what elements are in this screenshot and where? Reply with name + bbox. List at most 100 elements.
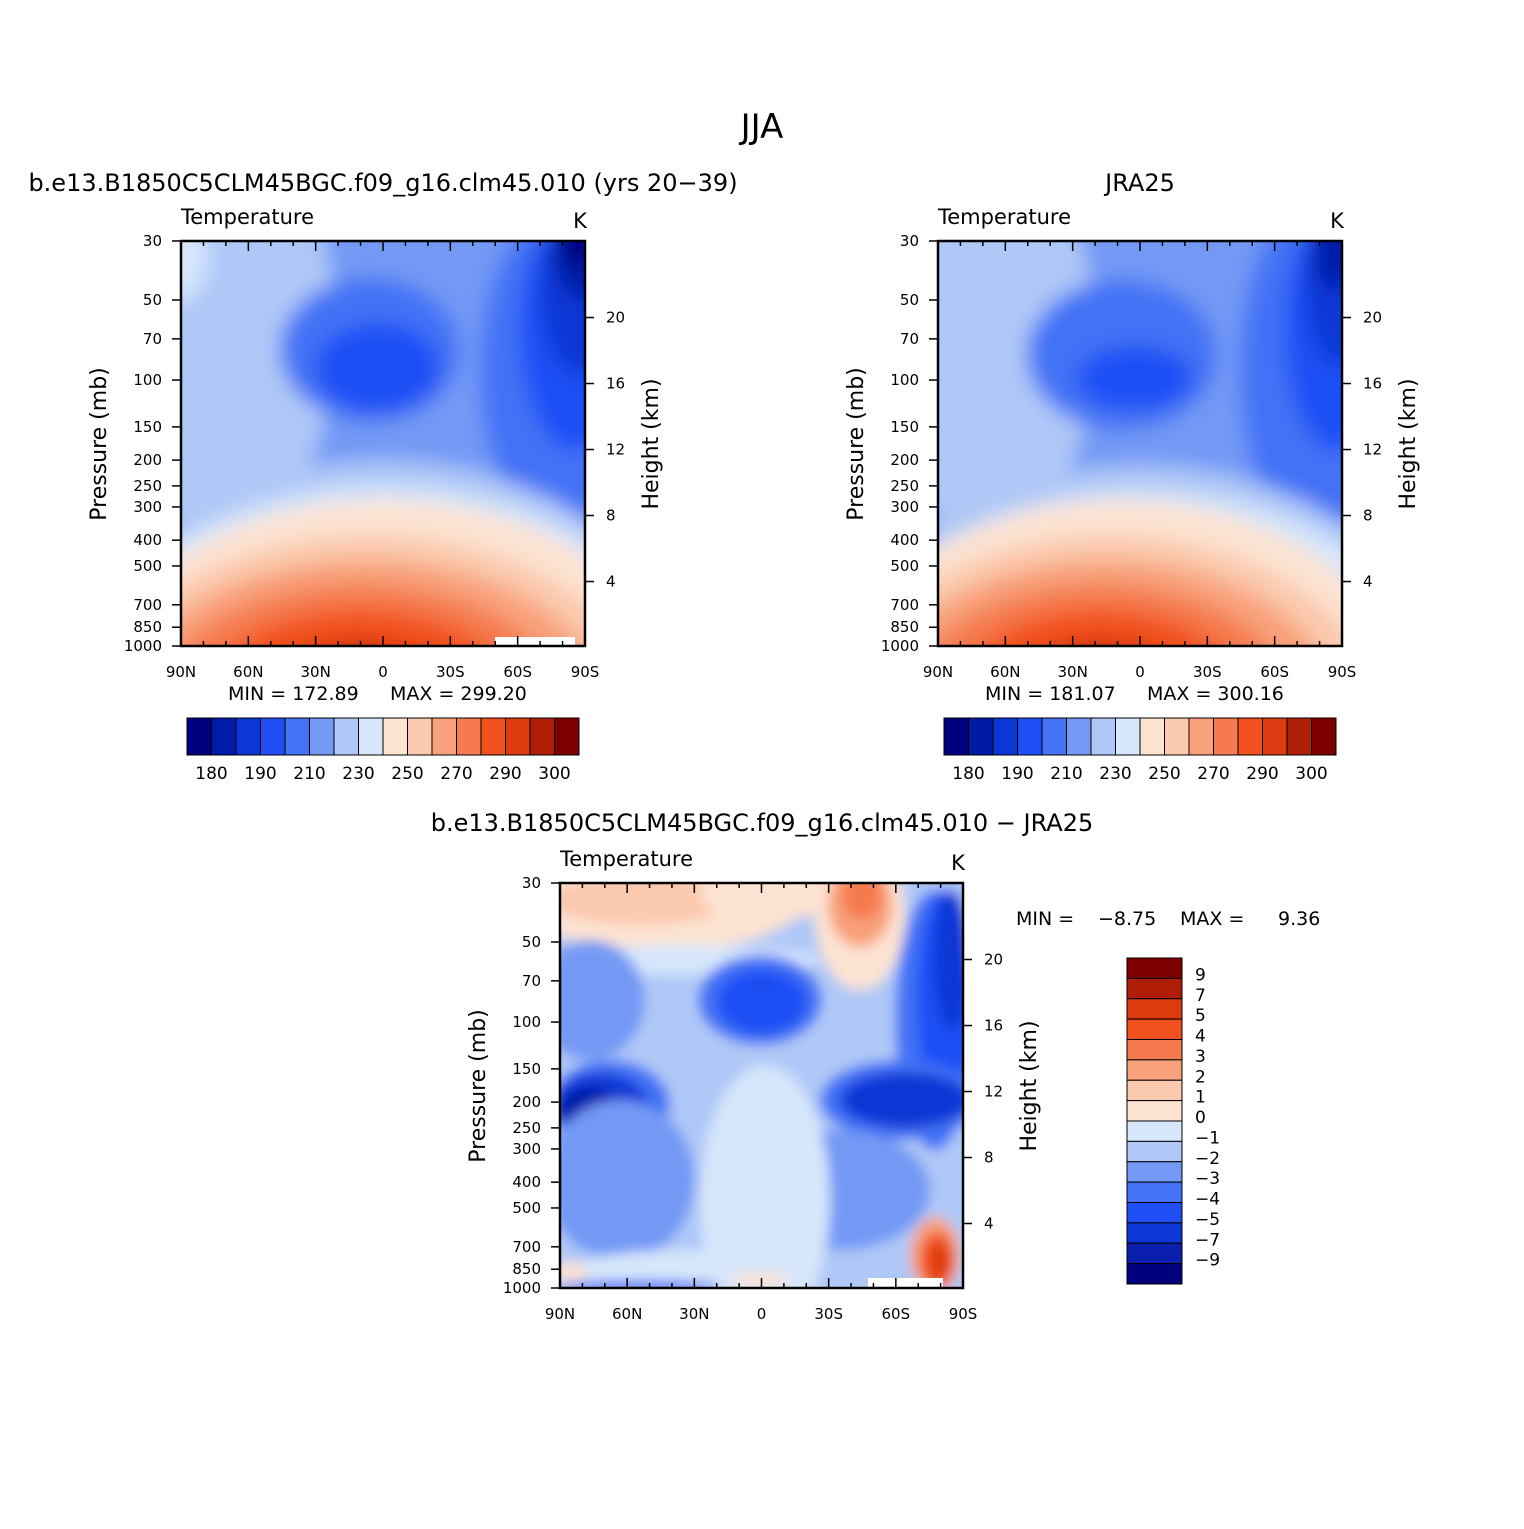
- max-value: 9.36: [1278, 908, 1320, 930]
- colorbar-swatch: [1237, 717, 1263, 756]
- colorbar-swatch: [968, 717, 994, 756]
- colorbar-swatch: [1126, 1018, 1183, 1040]
- tick-marks: [929, 240, 1351, 647]
- y-tick-label: 1000: [124, 637, 162, 655]
- y-tick-label: 50: [900, 291, 919, 309]
- y-tick-label: 500: [512, 1199, 541, 1217]
- colorbar-label: 230: [1099, 764, 1131, 784]
- colorbar-swatch: [480, 717, 506, 756]
- colorbar-label: 210: [293, 764, 325, 784]
- x-tick-label: 60N: [990, 663, 1020, 681]
- units-label: K: [573, 209, 588, 233]
- colorbar-swatch: [1311, 717, 1337, 756]
- x-tick-label: 60N: [612, 1305, 642, 1323]
- colorbar-swatch: [1041, 717, 1067, 756]
- colorbar-swatch: [1126, 1120, 1183, 1142]
- y-tick-label: 100: [512, 1013, 541, 1031]
- y-tick-label: 200: [512, 1093, 541, 1111]
- height-tick-labels: 20 16 12 8 4: [1363, 309, 1382, 591]
- colorbar-label: 180: [195, 764, 227, 784]
- height-tick-label: 20: [1363, 309, 1382, 327]
- colorbar-swatch: [1262, 717, 1288, 756]
- x-tick-label: 30S: [1193, 663, 1222, 681]
- colorbar-swatch: [1188, 717, 1214, 756]
- colorbar-label: 190: [1001, 764, 1033, 784]
- colorbar-swatch: [943, 717, 969, 756]
- panel-difference: b.e13.B1850C5CLM45BGC.f09_g16.clm45.010 …: [431, 809, 1321, 1323]
- colorbar-label: 190: [244, 764, 276, 784]
- x-tick-label: 60S: [503, 663, 532, 681]
- colorbar-swatch: [1164, 717, 1190, 756]
- y-tick-label: 500: [133, 557, 162, 575]
- colorbar-swatch: [1126, 1181, 1183, 1203]
- colorbar-swatch: [1286, 717, 1312, 756]
- y-tick-label: 150: [890, 418, 919, 436]
- panel-model: b.e13.B1850C5CLM45BGC.f09_g16.clm45.010 …: [28, 169, 737, 784]
- colorbar-swatch: [1066, 717, 1092, 756]
- y-tick-label: 1000: [881, 637, 919, 655]
- colorbar-swatch: [1213, 717, 1239, 756]
- colorbar-swatch: [186, 717, 212, 756]
- colorbar-swatch: [1126, 998, 1183, 1020]
- x-tick-label: 30S: [814, 1305, 843, 1323]
- colorbar-swatch: [1126, 1079, 1183, 1102]
- x-tick-label: 30S: [436, 663, 465, 681]
- colorbar-swatch: [529, 717, 555, 756]
- units-label: K: [1330, 209, 1345, 233]
- x-tick-label: 90S: [949, 1305, 978, 1323]
- colorbar-swatch: [309, 717, 335, 756]
- colorbar-swatch: [1126, 1263, 1183, 1285]
- colorbar-label: 300: [538, 764, 570, 784]
- y-axis-label: Pressure (mb): [466, 1009, 491, 1163]
- colorbar-label: 5: [1195, 1006, 1206, 1026]
- x-tick-label: 0: [378, 663, 388, 681]
- x-tick-label: 30N: [1058, 663, 1088, 681]
- x-tick-label: 30N: [679, 1305, 709, 1323]
- variable-label: Temperature: [559, 847, 693, 871]
- y-tick-label: 30: [522, 874, 541, 892]
- y-tick-label: 300: [890, 498, 919, 516]
- height-tick-label: 4: [606, 573, 616, 591]
- min-label: MIN =: [1016, 908, 1074, 930]
- x-tick-label: 60S: [882, 1305, 911, 1323]
- y-tick-label: 400: [512, 1173, 541, 1191]
- colorbar-label: 4: [1195, 1027, 1206, 1047]
- max-label: MAX = 299.20: [390, 683, 527, 705]
- height-tick-label: 8: [984, 1149, 994, 1167]
- colorbar-swatch: [1139, 717, 1165, 756]
- x-tick-labels: 90N 60N 30N 0 30S 60S 90S: [166, 663, 599, 681]
- height-tick-label: 4: [1363, 573, 1373, 591]
- colorbar-swatch: [1126, 1242, 1183, 1265]
- height-tick-label: 8: [1363, 507, 1373, 525]
- y-tick-label: 1000: [503, 1279, 541, 1297]
- colorbar-label: 300: [1295, 764, 1327, 784]
- variable-label: Temperature: [937, 205, 1071, 229]
- colorbar-label: 9: [1195, 965, 1206, 985]
- colorbar-label: −1: [1195, 1128, 1220, 1148]
- y-right-axis-label: Height (km): [1017, 1020, 1042, 1151]
- colorbar-swatch: [505, 717, 531, 756]
- colorbar-label: 7: [1195, 986, 1206, 1006]
- x-tick-label: 0: [1135, 663, 1145, 681]
- colorbar-swatch: [284, 717, 310, 756]
- x-tick-label: 30N: [301, 663, 331, 681]
- y-tick-label: 70: [900, 330, 919, 348]
- y-tick-label: 50: [143, 291, 162, 309]
- colorbar-label: 2: [1195, 1067, 1206, 1087]
- x-tick-labels: 90N 60N 30N 0 30S 60S 90S: [545, 1305, 977, 1323]
- max-label: MAX = 300.16: [1147, 683, 1284, 705]
- y-tick-label: 850: [890, 618, 919, 636]
- colorbar-swatch: [1090, 717, 1116, 756]
- contour-field: [560, 883, 963, 1288]
- height-tick-label: 12: [606, 441, 625, 459]
- panel-title: JRA25: [1103, 169, 1175, 197]
- max-label: MAX =: [1180, 908, 1244, 930]
- x-tick-label: 90N: [923, 663, 953, 681]
- colorbar-swatch: [992, 717, 1018, 756]
- height-tick-label: 12: [1363, 441, 1382, 459]
- x-tick-label: 90S: [1328, 663, 1357, 681]
- height-tick-label: 16: [606, 375, 625, 393]
